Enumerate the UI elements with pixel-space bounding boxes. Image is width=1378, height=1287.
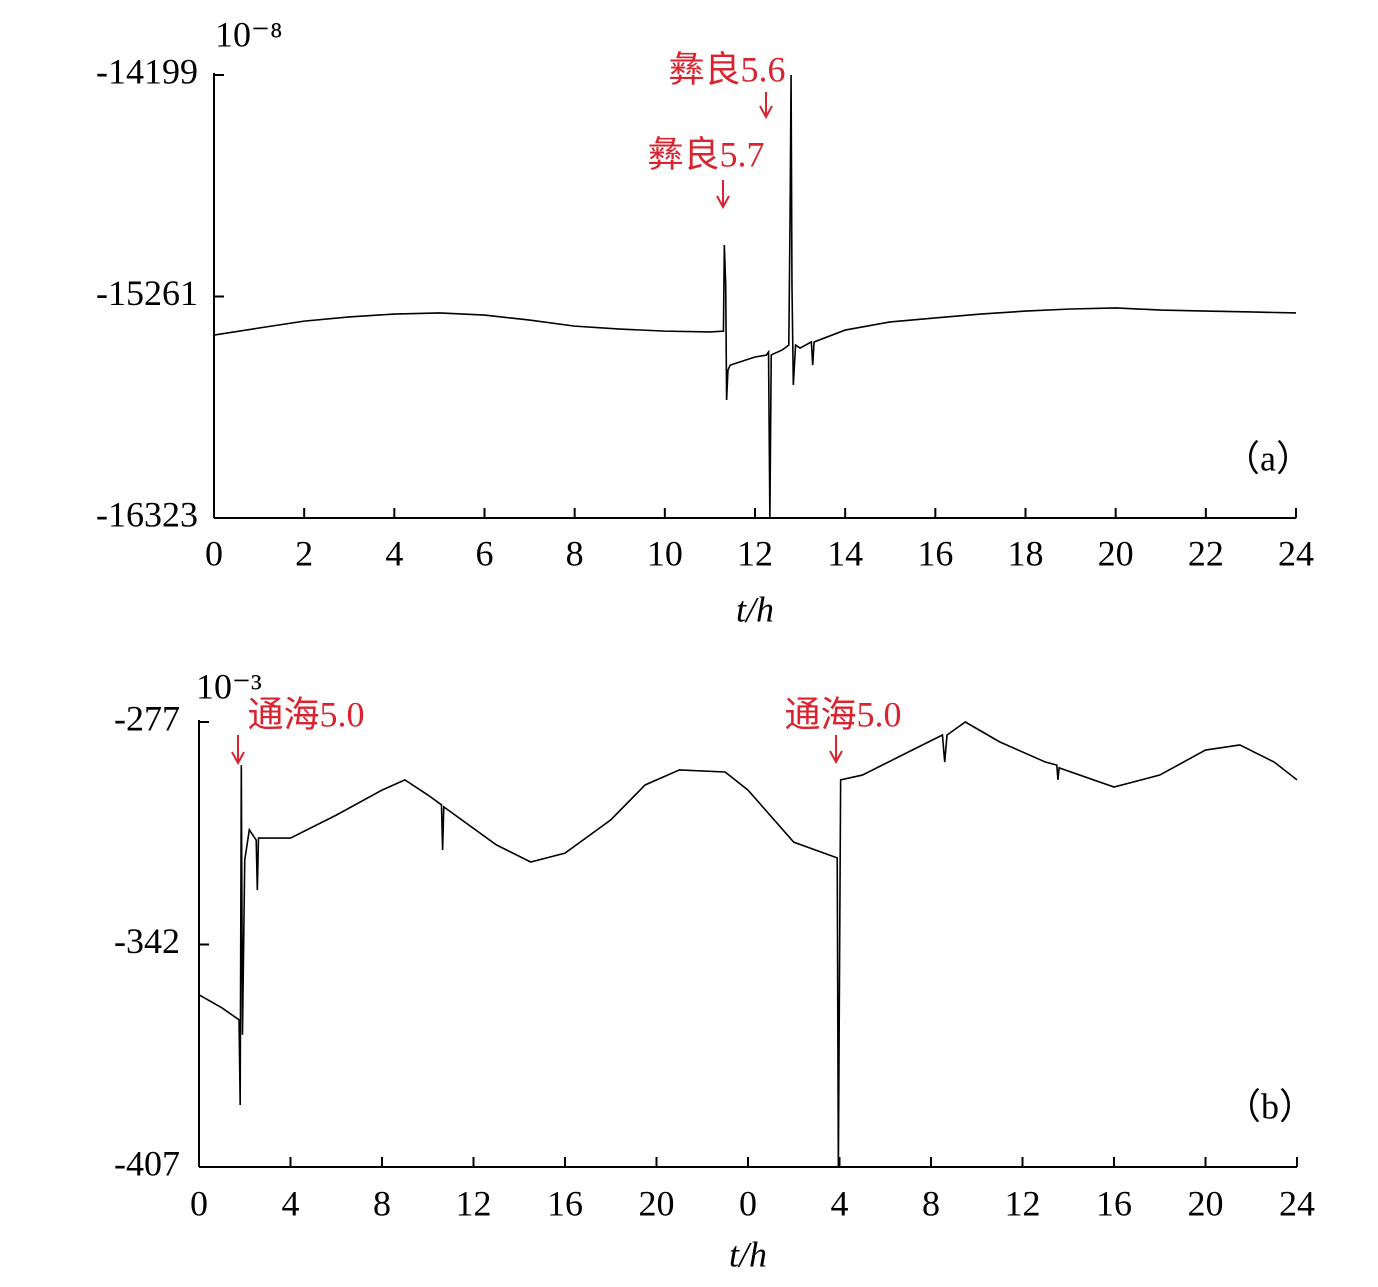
annotation: 通海5.0: [784, 694, 901, 734]
exponent-label: 10⁻³: [196, 666, 262, 706]
x-axis-label: t/h: [729, 1234, 767, 1274]
data-line: [213, 74, 1297, 519]
x-tick-label: 8: [373, 1183, 391, 1223]
exponent-label: 10⁻⁸: [215, 14, 283, 54]
x-tick-label: 4: [385, 533, 403, 573]
x-tick-label: 12: [456, 1183, 492, 1223]
x-tick-label: 14: [827, 533, 863, 573]
panel-label: （b）: [1225, 1086, 1315, 1126]
x-tick-label: 16: [1096, 1183, 1132, 1223]
x-tick-label: 6: [476, 533, 494, 573]
x-tick-label: 24: [1279, 1183, 1315, 1223]
x-tick-label: 0: [190, 1183, 208, 1223]
arrow: [759, 92, 773, 120]
x-tick-label: 22: [1188, 533, 1224, 573]
x-tick-label: 2: [295, 533, 313, 573]
x-tick-label: 12: [737, 533, 773, 573]
arrow: [716, 180, 730, 210]
annotation: 彝良5.6: [668, 49, 785, 89]
y-tick-label: -407: [114, 1143, 180, 1183]
x-tick-label: 16: [547, 1183, 583, 1223]
x-tick-label: 0: [205, 533, 223, 573]
x-tick-label: 18: [1008, 533, 1044, 573]
x-tick-label: 20: [1098, 533, 1134, 573]
y-tick-label: -342: [114, 921, 180, 961]
y-tick-label: -277: [114, 698, 180, 738]
x-tick-label: 20: [639, 1183, 675, 1223]
annotation: 通海5.0: [247, 694, 364, 734]
x-tick-label: 8: [566, 533, 584, 573]
panel-label: （a）: [1224, 438, 1312, 478]
x-tick-label: 8: [922, 1183, 940, 1223]
y-tick-label: -16323: [96, 494, 198, 534]
x-tick-label: 20: [1188, 1183, 1224, 1223]
x-tick-label: 24: [1278, 533, 1314, 573]
x-tick-label: 4: [282, 1183, 300, 1223]
data-line: [198, 721, 1298, 1168]
annotation: 彝良5.7: [647, 134, 764, 174]
arrow: [231, 735, 245, 766]
x-tick-label: 12: [1005, 1183, 1041, 1223]
arrows: [231, 92, 843, 766]
x-axis-label: t/h: [736, 589, 774, 629]
x-tick-label: 4: [831, 1183, 849, 1223]
x-tick-label: 10: [647, 533, 683, 573]
x-tick-label: 16: [917, 533, 953, 573]
y-tick-label: -15261: [96, 273, 198, 313]
arrow: [829, 735, 843, 765]
x-tick-label: 0: [739, 1183, 757, 1223]
y-tick-label: -14199: [96, 51, 198, 91]
